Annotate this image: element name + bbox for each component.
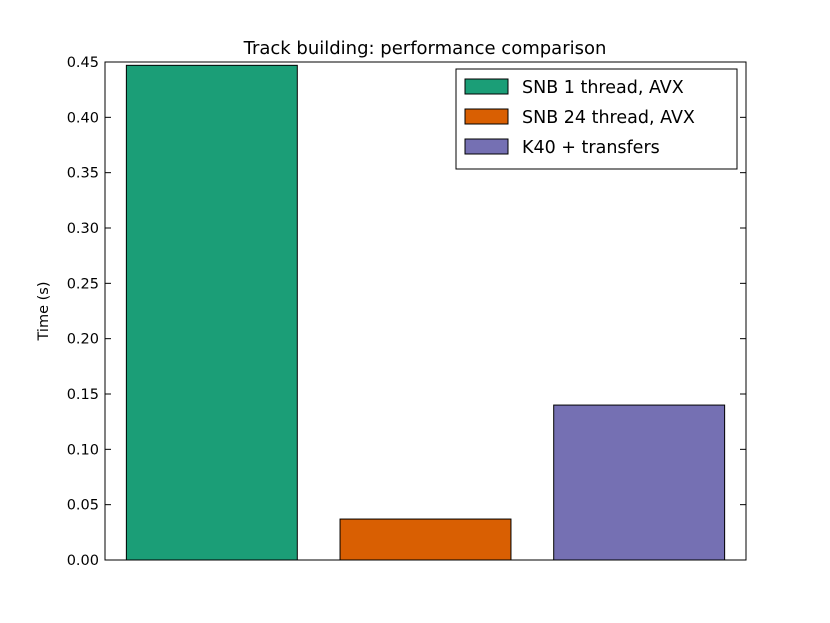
y-tick-label: 0.40 (67, 110, 99, 126)
legend-swatch (464, 78, 509, 95)
plot-frame (104, 61, 747, 561)
legend: SNB 1 thread, AVX SNB 24 thread, AVX K40 +… (455, 68, 738, 170)
legend-label: K40 + transfers (522, 138, 660, 158)
y-tick-label: 0.05 (67, 498, 99, 514)
legend-swatch (464, 108, 509, 125)
legend-label: SNB 24 thread, AVX (522, 108, 695, 128)
legend-swatch (464, 138, 509, 155)
y-tick-label: 0.10 (67, 442, 99, 458)
y-axis-ticks: 0.00 0.05 0.10 0.15 0.20 0.25 0.30 0.35 0.40 0.45 (67, 55, 746, 569)
y-tick-label: 0.30 (67, 221, 99, 237)
y-axis-label: Time (s) (36, 282, 52, 342)
y-tick-label: 0.45 (67, 55, 99, 71)
y-tick-label: 0.15 (67, 387, 99, 403)
y-tick-label: 0.00 (67, 553, 99, 569)
bar (553, 404, 726, 561)
chart-title: Track building: performance comparison (243, 38, 607, 59)
y-tick-label: 0.25 (67, 276, 99, 292)
bar (125, 64, 298, 561)
y-tick-label: 0.35 (67, 166, 99, 182)
bars (125, 64, 726, 561)
legend-label: SNB 1 thread, AVX (522, 78, 684, 98)
y-tick-label: 0.20 (67, 332, 99, 348)
bar (339, 518, 512, 561)
